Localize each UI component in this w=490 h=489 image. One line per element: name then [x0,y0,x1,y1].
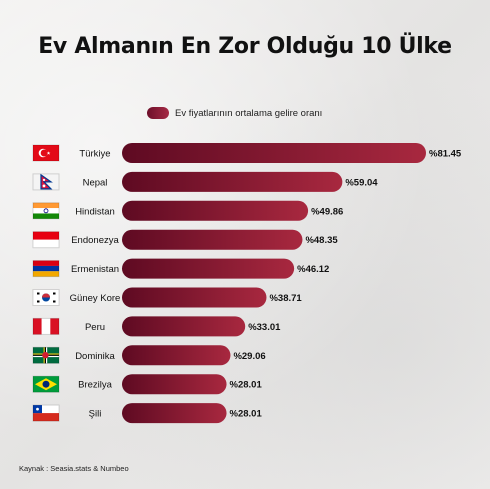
value-label: %28.01 [230,380,263,391]
bar-row: Güney Kore %38.71 [32,287,302,308]
bar [122,171,343,192]
indonesia-flag [32,231,60,249]
value-label: %28.01 [230,409,263,420]
bar-row: Nepal %59.04 [32,171,378,192]
category-label: Nepal [83,177,108,188]
bar [122,316,246,337]
chart-title: Ev Almanın En Zor Olduğu 10 Ülke [38,34,452,59]
value-label: %29.06 [233,351,265,362]
bar [122,200,309,221]
value-label: %59.04 [345,177,378,188]
bar [122,374,227,395]
nepal-flag [32,173,60,191]
category-label: Dominika [75,351,115,362]
value-label: %38.71 [269,293,302,304]
bar-row: Endonezya %48.35 [32,229,338,250]
value-label: %33.01 [248,322,281,333]
bar-row: Ermenistan %46.12 [32,258,329,279]
bar [122,229,303,250]
bar-row: Türkiye %81.45 [32,143,462,163]
source-note: Kaynak : Seasia.stats & Numbeo [19,464,129,473]
bar-row: Şili %28.01 [32,403,263,424]
category-label: Türkiye [79,149,110,160]
bar [122,345,231,366]
bar-row: Hindistan %49.86 [32,200,343,221]
value-label: %49.86 [311,206,343,217]
bar [122,403,227,424]
category-label: Şili [89,409,102,420]
legend-swatch [147,107,169,119]
bar [122,258,295,279]
chile-flag [32,404,60,422]
bar-row: Dominika %29.06 [32,345,266,366]
turkey-flag [32,144,60,162]
peru-flag [32,317,60,335]
value-label: %81.45 [429,149,462,160]
legend: Ev fiyatlarının ortalama gelire oranı [147,106,322,120]
india-flag [32,202,60,220]
category-label: Ermenistan [71,264,119,275]
category-label: Endonezya [71,235,119,246]
category-label: Peru [85,322,105,333]
category-label: Hindistan [75,206,115,217]
category-label: Güney Kore [70,293,121,304]
bar [122,143,426,163]
bar [122,287,267,308]
bar-row: Peru %33.01 [32,316,281,337]
bar-row: Brezilya %28.01 [32,374,263,395]
value-label: %46.12 [297,264,329,275]
dominica-flag [32,346,60,364]
category-label: Brezilya [78,380,113,391]
south-korea-flag [32,289,60,306]
armenia-flag [32,260,60,278]
brazil-flag [32,375,60,393]
legend-label: Ev fiyatlarının ortalama gelire oranı [175,107,323,119]
value-label: %48.35 [305,235,338,246]
